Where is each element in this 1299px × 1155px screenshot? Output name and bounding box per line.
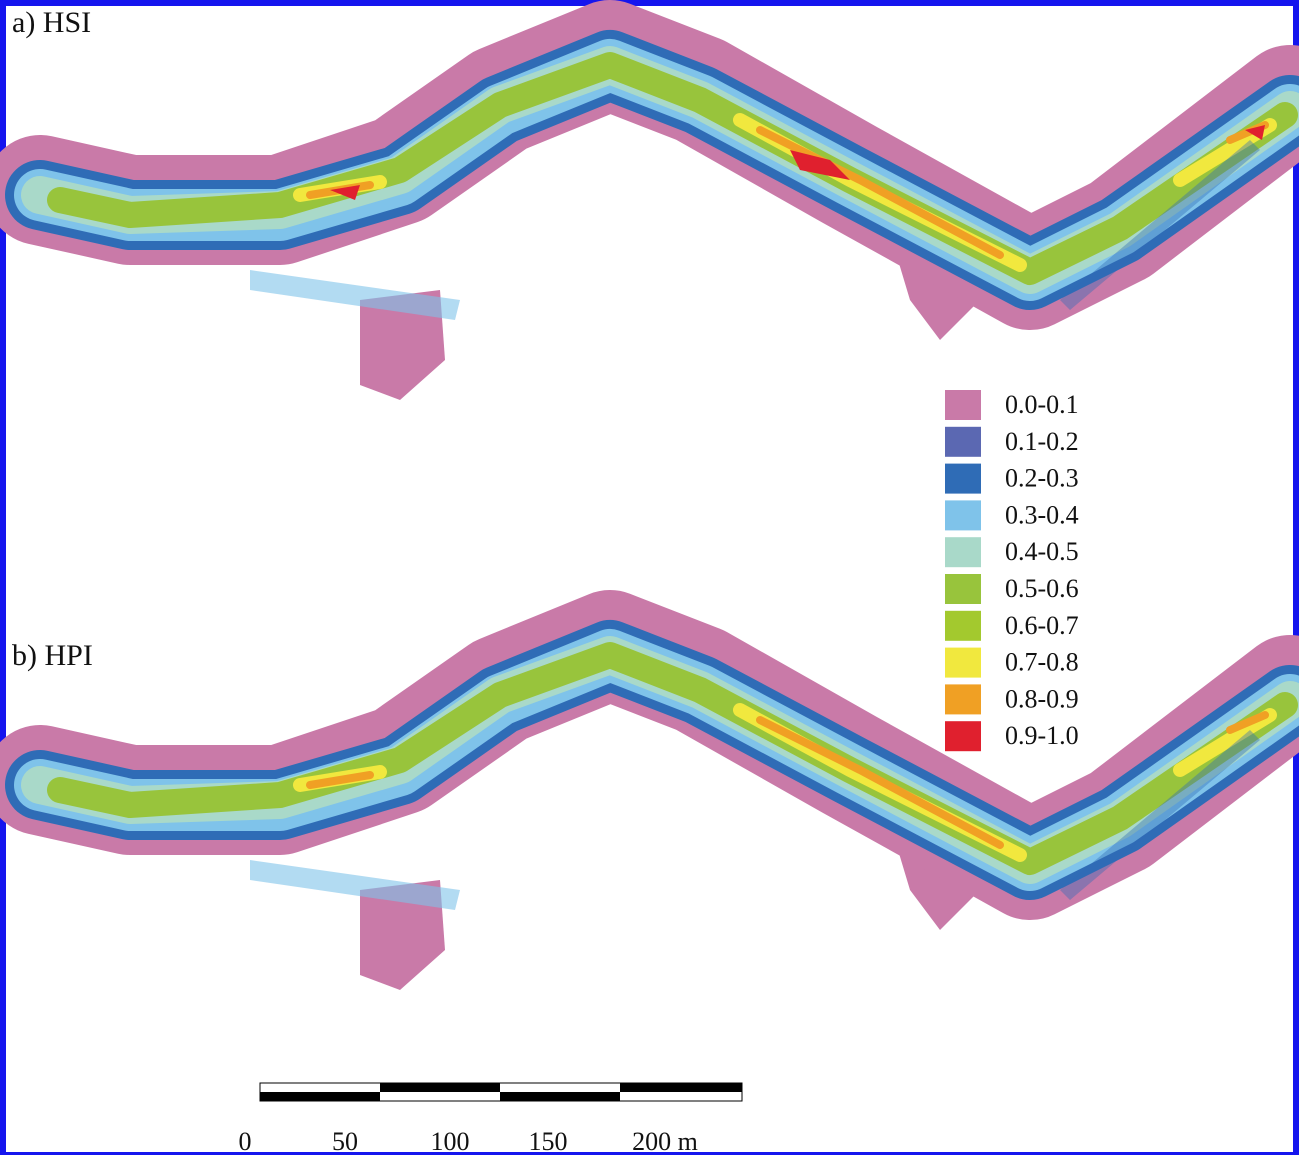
scale-label: 0 [239,1127,252,1155]
legend-label: 0.5-0.6 [1005,574,1079,603]
panel-label: a) HSI [12,6,91,39]
scale-label: 150 [529,1127,568,1155]
scale-label: 100 [431,1127,470,1155]
legend-label: 0.1-0.2 [1005,427,1079,456]
legend-label: 0.2-0.3 [1005,464,1079,493]
legend-swatch [945,390,981,420]
legend-swatch [945,500,981,530]
legend-swatch [945,721,981,751]
figure: a) HSI b) HPI 0.0-0.1 0.1-0.2 0.2-0.3 0.3-0… [0,0,1299,1155]
panel-label: b) HPI [12,639,93,672]
legend-swatch [945,574,981,604]
legend-label: 0.4-0.5 [1005,537,1079,566]
legend-label: 0.8-0.9 [1005,684,1079,713]
legend-swatch [945,464,981,494]
scale-label: 50 [332,1127,358,1155]
legend-swatch [945,537,981,567]
legend-label: 0.7-0.8 [1005,648,1079,677]
legend-label: 0.0-0.1 [1005,390,1079,419]
scale-bar [260,1083,742,1101]
legend-swatch [945,611,981,641]
legend-label: 0.6-0.7 [1005,611,1079,640]
legend-label: 0.3-0.4 [1005,500,1079,529]
legend-label: 0.9-1.0 [1005,721,1079,750]
legend-swatch [945,684,981,714]
legend-swatch [945,427,981,457]
legend-swatch [945,648,981,678]
scale-label: 200 m [632,1127,698,1155]
